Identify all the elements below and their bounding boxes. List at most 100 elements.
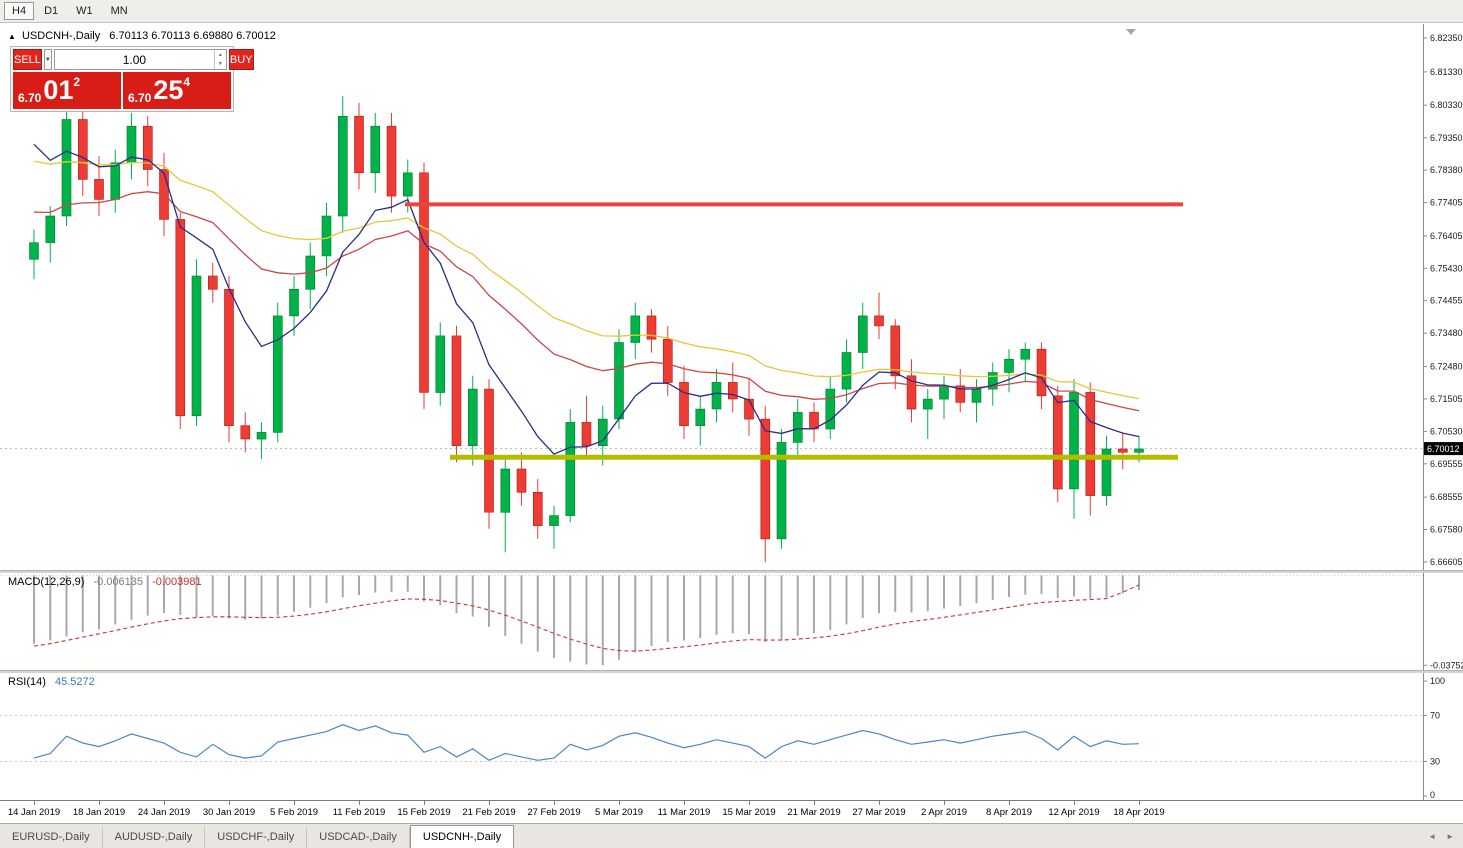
date-tick: [489, 801, 490, 805]
date-tick: [359, 801, 360, 805]
main-chart-canvas[interactable]: 6.82350 6.81330 6.80330 6.79350 6.78380 6.774…: [0, 24, 1463, 570]
one-click-trading-panel: SELL ▼ ▲ ▼ BUY 6.70 01 2 6.70 25 4: [10, 46, 254, 112]
date-label: 15 Feb 2019: [397, 807, 451, 818]
buy-price-panel[interactable]: 6.70 25 4: [123, 72, 231, 109]
ma-fast-line: [33, 143, 1140, 455]
date-tick: [814, 801, 815, 805]
sell-button[interactable]: SELL: [13, 49, 42, 70]
macd-signal-value: -0.003981: [152, 576, 202, 588]
date-tick: [1139, 801, 1140, 805]
current-price-tag: 6.70012: [1424, 442, 1463, 456]
buy-button[interactable]: BUY: [228, 49, 254, 70]
date-label: 14 Jan 2019: [7, 807, 61, 818]
rsi-level-lines: [0, 715, 1423, 762]
svg-text:6.66605: 6.66605: [1430, 557, 1463, 567]
macd-canvas[interactable]: -0.03752: [0, 573, 1463, 670]
date-tick: [34, 801, 35, 805]
date-label: 12 Apr 2019: [1048, 807, 1100, 818]
date-axis: 14 Jan 2019 18 Jan 2019 24 Jan 2019 30 Jan …: [0, 800, 1463, 823]
ma-slow-line: [33, 160, 1140, 400]
chart-ohlc-values: 6.70113 6.70113 6.69880 6.70012: [109, 30, 276, 42]
chart-title: ▲ USDCNH-,Daily 6.70113 6.70113 6.69880 …: [8, 30, 276, 42]
date-label: 11 Mar 2019: [657, 807, 711, 818]
svg-text:6.67580: 6.67580: [1430, 525, 1463, 535]
volume-input[interactable]: [54, 50, 214, 69]
sell-price-pip-digit: 2: [73, 75, 81, 89]
chart-type-icon: ▲: [8, 32, 16, 41]
date-label: 27 Mar 2019: [852, 807, 906, 818]
tab-scroll-left-icon[interactable]: ◄: [1428, 831, 1437, 841]
chart-symbol-label: USDCNH-,Daily: [21, 30, 101, 42]
macd-signal-line: [33, 584, 1140, 652]
ma-mid-line: [33, 191, 1140, 412]
timeframe-button-w1[interactable]: W1: [76, 5, 93, 17]
symbol-tab-eurusd[interactable]: EURUSD-,Daily: [0, 827, 103, 848]
candlestick-series: [29, 96, 1144, 563]
buy-price-prefix: 6.70: [128, 91, 152, 105]
date-tick: [684, 801, 685, 805]
buy-price-big-digits: 25: [153, 75, 184, 105]
date-label: 5 Mar 2019: [594, 807, 644, 818]
timeframe-button-mn[interactable]: MN: [110, 5, 128, 17]
date-tick: [294, 801, 295, 805]
svg-text:6.72480: 6.72480: [1430, 362, 1463, 372]
tab-scroll-right-icon[interactable]: ►: [1446, 831, 1454, 841]
date-tick: [879, 801, 880, 805]
chart-shift-marker-icon[interactable]: [1126, 29, 1136, 35]
symbol-tab-usdcnh[interactable]: USDCNH-,Daily: [409, 825, 515, 848]
date-label: 2 Apr 2019: [921, 807, 967, 818]
svg-text:70: 70: [1430, 711, 1440, 721]
timeframe-button-h4[interactable]: H4: [4, 2, 35, 20]
svg-text:30: 30: [1430, 757, 1440, 767]
date-tick: [1074, 801, 1075, 805]
buy-price-pip-digit: 4: [183, 75, 191, 89]
symbol-tab-audusd[interactable]: AUDUSD-,Daily: [103, 827, 206, 848]
svg-text:0: 0: [1430, 790, 1435, 800]
sell-price-panel[interactable]: 6.70 01 2: [13, 72, 121, 109]
svg-text:6.82350: 6.82350: [1430, 33, 1463, 43]
panel-divider[interactable]: [0, 570, 1463, 573]
date-tick: [229, 801, 230, 805]
svg-text:6.70530: 6.70530: [1430, 426, 1463, 436]
macd-axis-min-label: -0.03752: [1430, 660, 1463, 670]
date-label: 30 Jan 2019: [202, 807, 256, 818]
macd-histogram: [33, 575, 1140, 666]
chart-tabs: EURUSD-,Daily AUDUSD-,Daily USDCHF-,Daily U…: [0, 824, 515, 848]
volume-spinner: ▲ ▼: [213, 50, 226, 69]
sell-price-big-digits: 01: [43, 75, 74, 105]
chart-tab-bar: EURUSD-,Daily AUDUSD-,Daily USDCHF-,Daily U…: [0, 823, 1463, 848]
sell-price-prefix: 6.70: [18, 91, 42, 105]
svg-text:6.77405: 6.77405: [1430, 198, 1463, 208]
date-label: 18 Jan 2019: [72, 807, 126, 818]
rsi-line: [33, 724, 1140, 761]
svg-text:6.74455: 6.74455: [1430, 296, 1463, 306]
date-label: 21 Feb 2019: [462, 807, 516, 818]
svg-text:6.76405: 6.76405: [1430, 231, 1463, 241]
svg-text:6.71505: 6.71505: [1430, 394, 1463, 404]
price-axis-labels: 6.82350 6.81330 6.80330 6.79350 6.78380 6.774…: [1423, 33, 1463, 567]
timeframe-button-d1[interactable]: D1: [44, 5, 59, 17]
spinner-up-icon[interactable]: ▲: [217, 51, 223, 58]
timeframe-toolbar: H4 D1 W1 MN: [0, 0, 1463, 23]
svg-text:6.68555: 6.68555: [1430, 492, 1463, 502]
symbol-tab-usdchf[interactable]: USDCHF-,Daily: [205, 827, 308, 848]
svg-text:6.81330: 6.81330: [1430, 67, 1463, 77]
svg-text:6.75430: 6.75430: [1430, 263, 1463, 273]
svg-text:6.78380: 6.78380: [1430, 165, 1463, 175]
spinner-down-icon[interactable]: ▼: [217, 61, 223, 68]
date-label: 8 Apr 2019: [986, 807, 1032, 818]
date-label: 27 Feb 2019: [527, 807, 581, 818]
date-tick: [99, 801, 100, 805]
svg-text:6.70012: 6.70012: [1427, 444, 1460, 454]
rsi-canvas[interactable]: 100 70 30 0: [0, 673, 1463, 800]
date-tick: [619, 801, 620, 805]
symbol-tab-usdcad[interactable]: USDCAD-,Daily: [307, 827, 410, 848]
panel-divider[interactable]: [0, 670, 1463, 673]
rsi-value: 45.5272: [54, 676, 95, 688]
rsi-axis-labels: 100 70 30 0: [1423, 676, 1445, 800]
macd-name: MACD(12,26,9): [8, 576, 85, 588]
date-tick: [749, 801, 750, 805]
date-tick: [424, 801, 425, 805]
volume-dropdown-caret-icon[interactable]: ▼: [43, 49, 52, 70]
